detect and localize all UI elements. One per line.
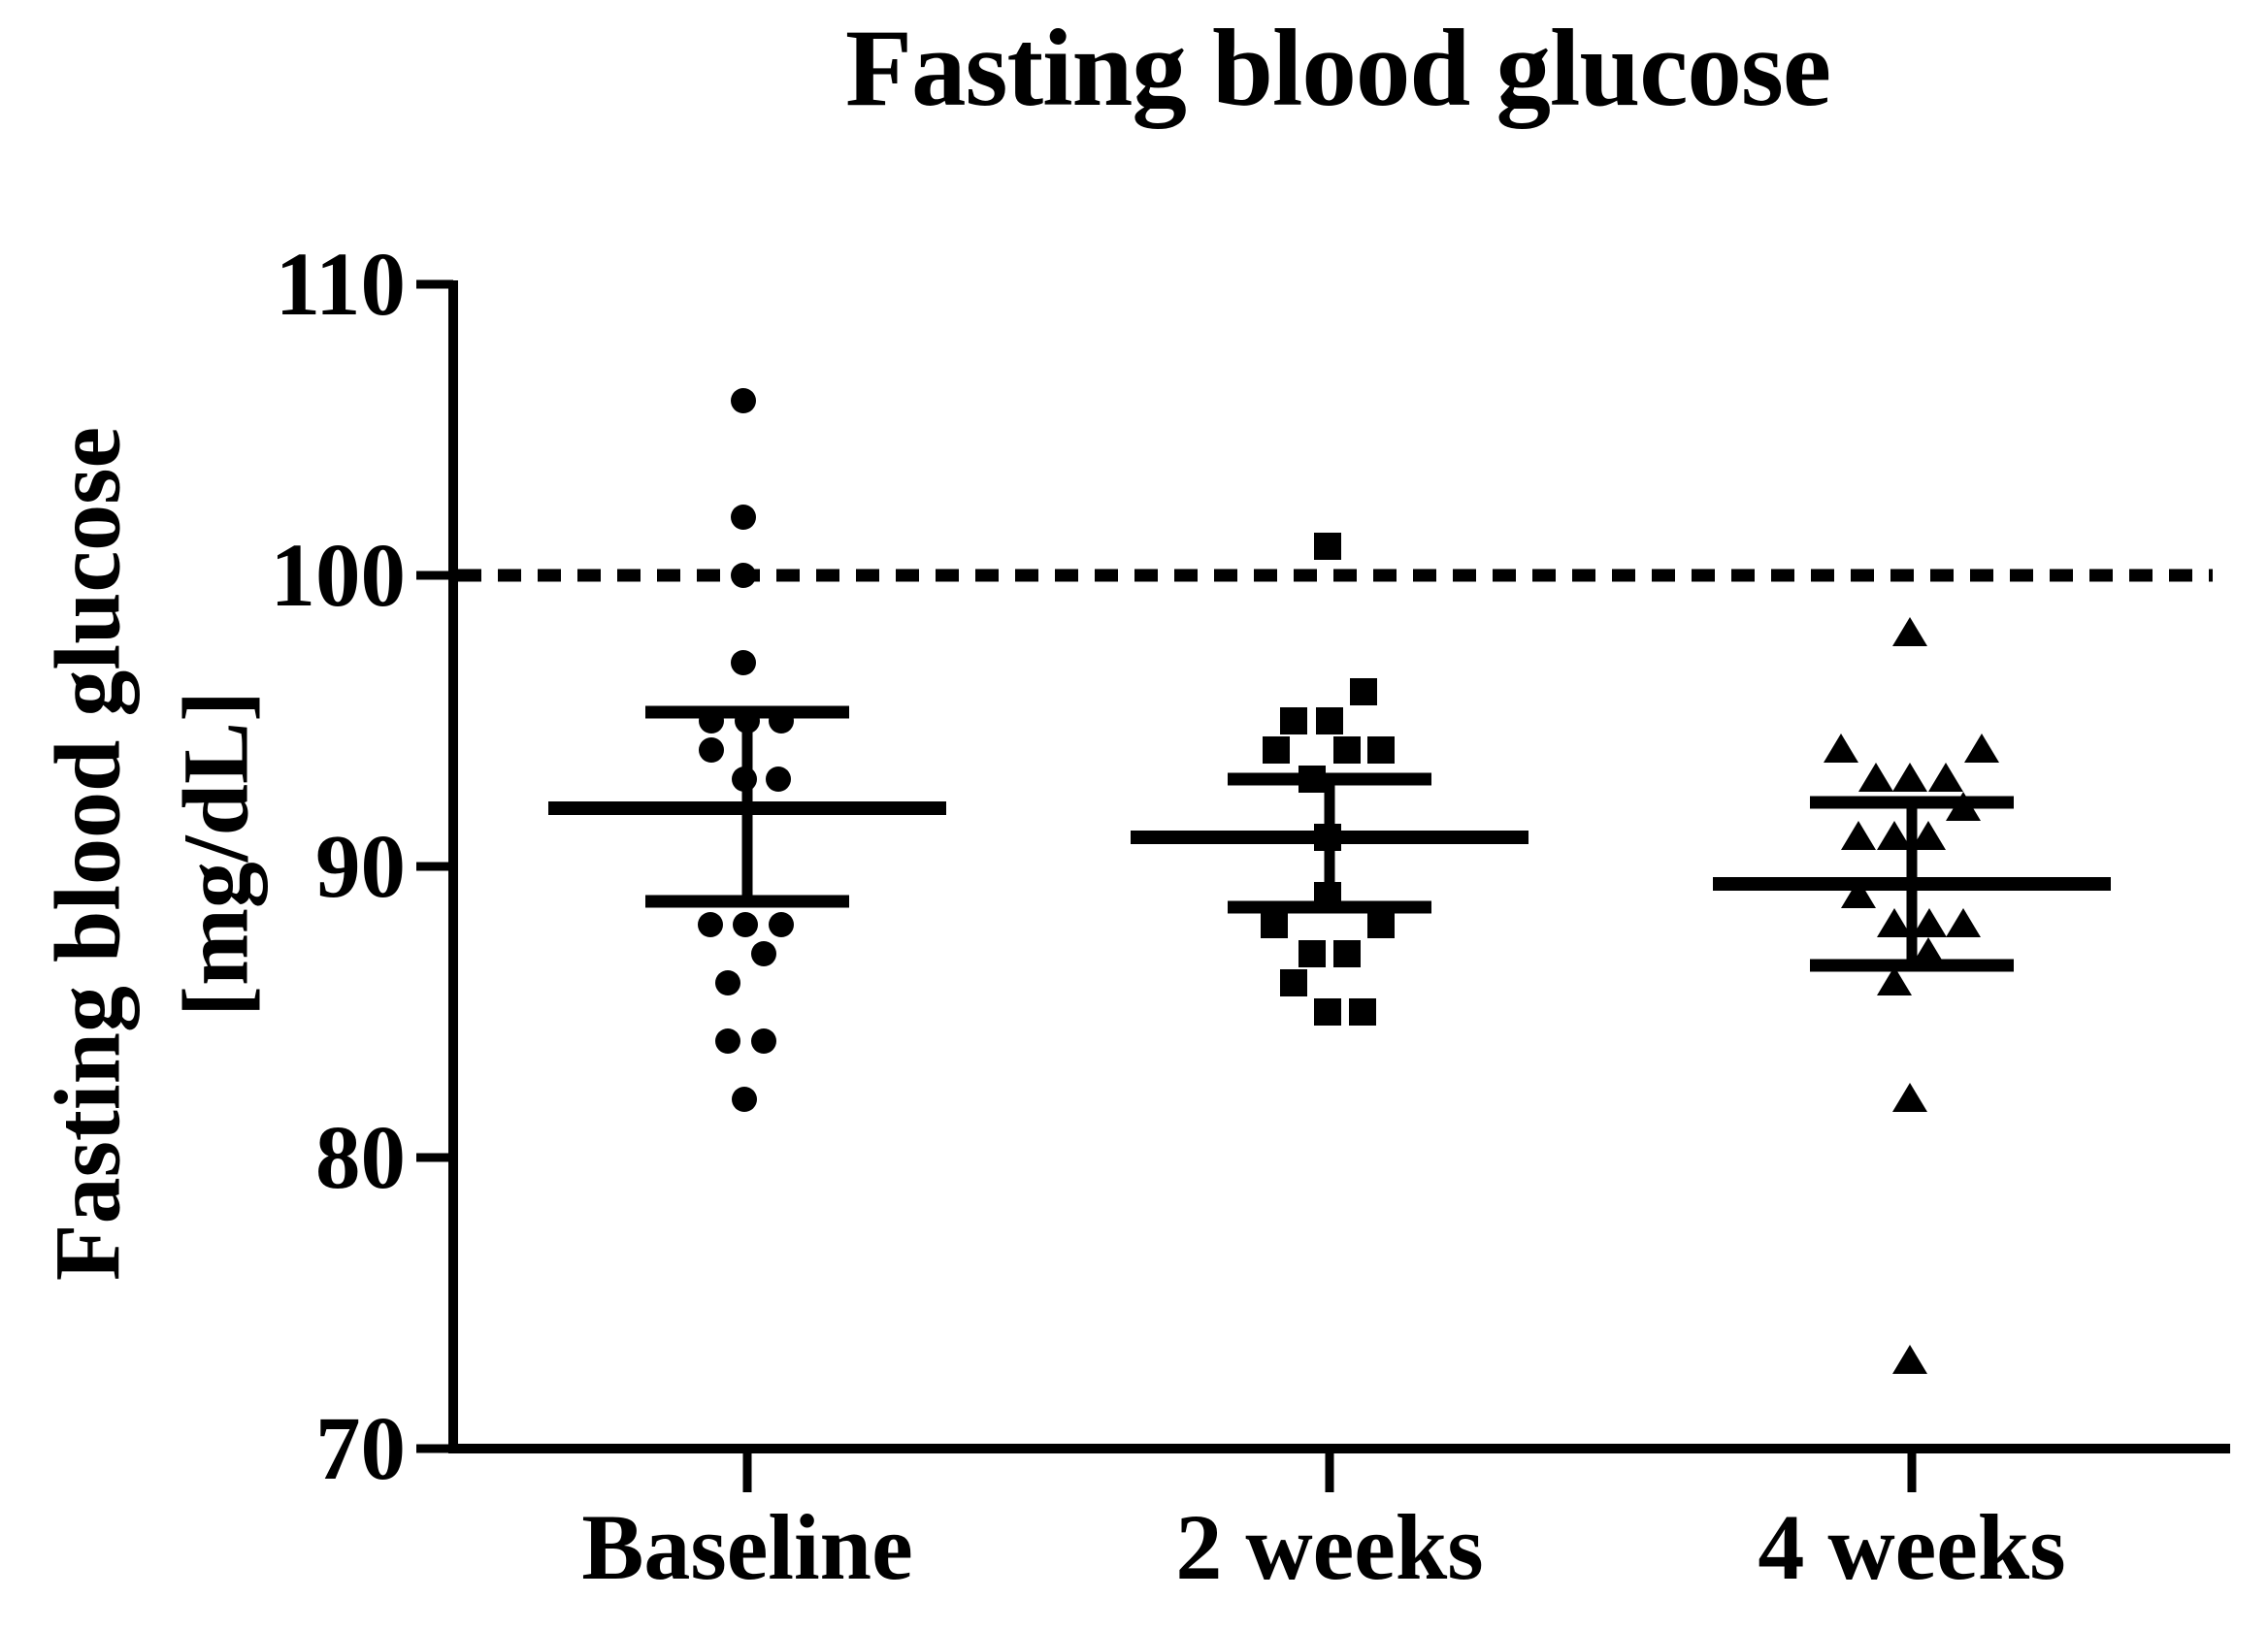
data-point-square: [1314, 533, 1341, 560]
y-tick-label-110: 110: [275, 235, 406, 335]
y-tick-label-70: 70: [315, 1399, 406, 1499]
data-point-triangle: [1912, 908, 1947, 937]
data-point-square: [1314, 882, 1341, 909]
data-point-triangle: [1911, 821, 1946, 850]
data-point-square: [1367, 911, 1395, 938]
data-point-square: [1367, 736, 1395, 764]
data-point-circle: [735, 708, 760, 734]
data-point-triangle: [1946, 908, 1981, 937]
x-category-label-baseline: Baseline: [581, 1495, 913, 1599]
data-point-triangle: [1911, 937, 1946, 966]
data-point-square: [1261, 911, 1288, 938]
x-category-label-2-weeks: 2 weeks: [1175, 1495, 1484, 1599]
y-tick-label-80: 80: [315, 1108, 406, 1208]
y-tick-label-100: 100: [270, 526, 407, 626]
data-point-circle: [731, 650, 756, 675]
data-point-square: [1333, 940, 1361, 967]
data-point-square: [1316, 707, 1343, 734]
data-point-triangle: [1877, 821, 1912, 850]
data-point-circle: [698, 912, 723, 937]
data-point-circle: [715, 970, 740, 995]
data-point-square: [1333, 736, 1361, 764]
data-point-triangle: [1841, 879, 1876, 908]
data-point-square: [1280, 969, 1307, 996]
data-point-circle: [733, 912, 758, 937]
data-point-triangle: [1892, 763, 1927, 792]
y-tick-label-90: 90: [315, 817, 406, 917]
data-point-circle: [715, 1028, 740, 1054]
data-point-square: [1298, 766, 1326, 793]
data-point-triangle: [1892, 1345, 1927, 1374]
data-point-square: [1263, 736, 1290, 764]
data-point-circle: [731, 505, 756, 530]
data-point-triangle: [1892, 1083, 1927, 1112]
data-point-circle: [732, 767, 757, 792]
chart-title: Fasting blood glucose: [845, 8, 1831, 129]
data-point-square: [1298, 940, 1326, 967]
data-point-triangle: [1841, 821, 1876, 850]
data-point-circle: [751, 1028, 776, 1054]
data-point-square: [1314, 824, 1341, 851]
data-point-triangle: [1892, 617, 1927, 646]
data-point-circle: [751, 941, 776, 966]
data-point-triangle: [1858, 763, 1893, 792]
data-point-circle: [732, 1087, 757, 1112]
data-point-square: [1349, 998, 1376, 1026]
data-point-circle: [699, 708, 724, 734]
data-point-square: [1350, 678, 1377, 705]
data-point-circle: [699, 737, 724, 763]
data-point-circle: [769, 912, 794, 937]
data-point-square: [1280, 707, 1307, 734]
data-point-circle: [731, 388, 756, 413]
data-point-triangle: [1877, 966, 1912, 995]
data-point-circle: [731, 563, 756, 588]
data-point-square: [1314, 998, 1341, 1026]
data-point-triangle: [1946, 792, 1981, 821]
x-category-label-4-weeks: 4 weeks: [1758, 1495, 2066, 1599]
data-point-triangle: [1877, 908, 1912, 937]
data-point-circle: [766, 767, 791, 792]
data-point-circle: [769, 708, 794, 734]
data-point-triangle: [1928, 763, 1963, 792]
data-point-triangle: [1824, 734, 1858, 763]
data-point-triangle: [1964, 734, 1999, 763]
